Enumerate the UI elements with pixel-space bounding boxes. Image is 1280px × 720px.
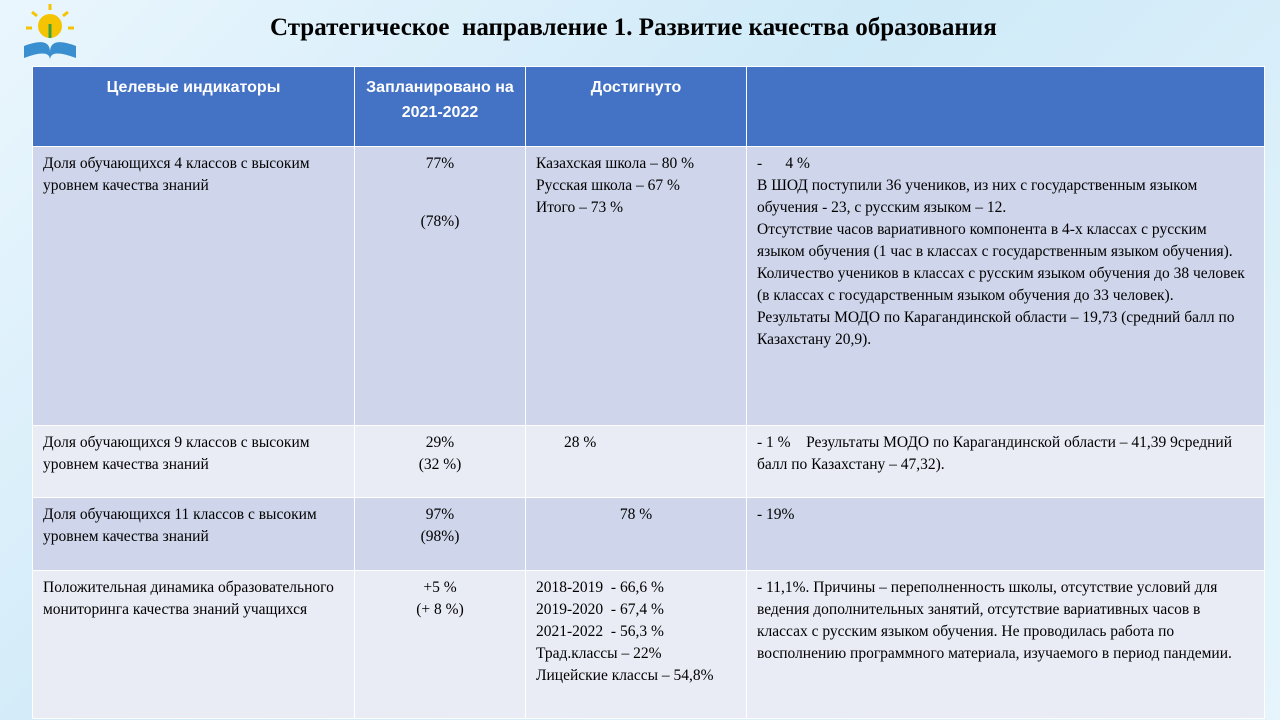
cell-line: Доля обучающихся 4 классов с высоким уро…	[43, 155, 314, 194]
table-cell: - 1 % Результаты МОДО по Карагандинской …	[746, 425, 1265, 498]
table-cell: - 19%	[746, 497, 1265, 571]
table-cell: +5 % (+ 8 %)	[354, 570, 526, 719]
cell-line: Положительная динамика образовательного …	[43, 579, 338, 618]
header-row: Целевые индикаторы Запланировано на 2021-…	[32, 66, 1265, 147]
cell-line: Итого – 73 %	[536, 199, 624, 216]
cell-line: 77%	[425, 155, 455, 172]
cell-line: +5 %	[423, 579, 457, 596]
cell-line: - 4 %	[757, 155, 810, 172]
cell-line: 2019-2020 - 67,4 %	[536, 601, 664, 618]
cell-line: (98%)	[420, 528, 460, 545]
cell-line: - 11,1%. Причины – переполненность школы…	[757, 579, 1232, 662]
table-cell: Положительная динамика образовательного …	[32, 570, 355, 719]
cell-line: 78 %	[619, 506, 653, 523]
table-cell: 77% (78%)	[354, 146, 526, 426]
table-cell: 97% (98%)	[354, 497, 526, 571]
table-cell: - 4 % В ШОД поступили 36 учеников, из них…	[746, 146, 1265, 426]
cell-line: - 19%	[757, 506, 795, 523]
cell-line: Количество учеников в классах с русским …	[757, 265, 1249, 304]
table-row: Доля обучающихся 4 классов с высоким уро…	[32, 146, 1265, 426]
cell-line: Казахская школа – 80 %	[536, 155, 695, 172]
table-row: Доля обучающихся 9 классов с высоким уро…	[32, 425, 1265, 498]
cell-line: (32 %)	[418, 456, 462, 473]
cell-line: Доля обучающихся 9 классов с высоким уро…	[43, 434, 314, 473]
column-header: Запланировано на 2021-2022	[354, 66, 526, 147]
table-row: Доля обучающихся 11 классов с высоким ур…	[32, 497, 1265, 571]
cell-line: - 1 % Результаты МОДО по Карагандинской …	[757, 434, 1236, 473]
table-cell: 2018-2019 - 66,6 % 2019-2020 - 67,4 % 2021…	[525, 570, 747, 719]
column-header	[746, 66, 1265, 147]
table-cell: - 11,1%. Причины – переполненность школы…	[746, 570, 1265, 719]
table-cell: Казахская школа – 80 % Русская школа – 67…	[525, 146, 747, 426]
cell-line: Русская школа – 67 %	[536, 177, 680, 194]
cell-line: Трад.классы – 22%	[536, 645, 662, 662]
table-cell: Доля обучающихся 11 классов с высоким ур…	[32, 497, 355, 571]
cell-line: (+ 8 %)	[416, 601, 464, 618]
cell-line: Отсутствие часов вариативного компонента…	[757, 221, 1233, 260]
table-cell: Доля обучающихся 9 классов с высоким уро…	[32, 425, 355, 498]
slide-title: Стратегическое направление 1. Развитие к…	[270, 14, 997, 41]
logo	[24, 4, 76, 60]
table-cell: 78 %	[525, 497, 747, 571]
table-cell: Доля обучающихся 4 классов с высоким уро…	[32, 146, 355, 426]
table-cell: 29% (32 %)	[354, 425, 526, 498]
cell-line: Лицейские классы – 54,8%	[536, 667, 714, 684]
cell-line: 2018-2019 - 66,6 %	[536, 579, 664, 596]
table-row: Положительная динамика образовательного …	[32, 570, 1265, 719]
column-header: Целевые индикаторы	[32, 66, 355, 147]
cell-line: 2021-2022 - 56,3 %	[536, 623, 664, 640]
cell-line: 97%	[425, 506, 455, 523]
cell-line: В ШОД поступили 36 учеников, из них с го…	[757, 177, 1202, 216]
cell-line: Доля обучающихся 11 классов с высоким ур…	[43, 506, 321, 545]
cell-line: (78%)	[420, 213, 460, 230]
cell-line: Результаты МОДО по Карагандинской област…	[757, 309, 1239, 348]
indicator-table: Целевые индикаторы Запланировано на 2021-…	[32, 66, 1265, 719]
column-header: Достигнуто	[525, 66, 747, 147]
cell-line: 28 %	[564, 434, 597, 451]
table-cell: 28 %	[525, 425, 747, 498]
cell-line: 29%	[425, 434, 455, 451]
